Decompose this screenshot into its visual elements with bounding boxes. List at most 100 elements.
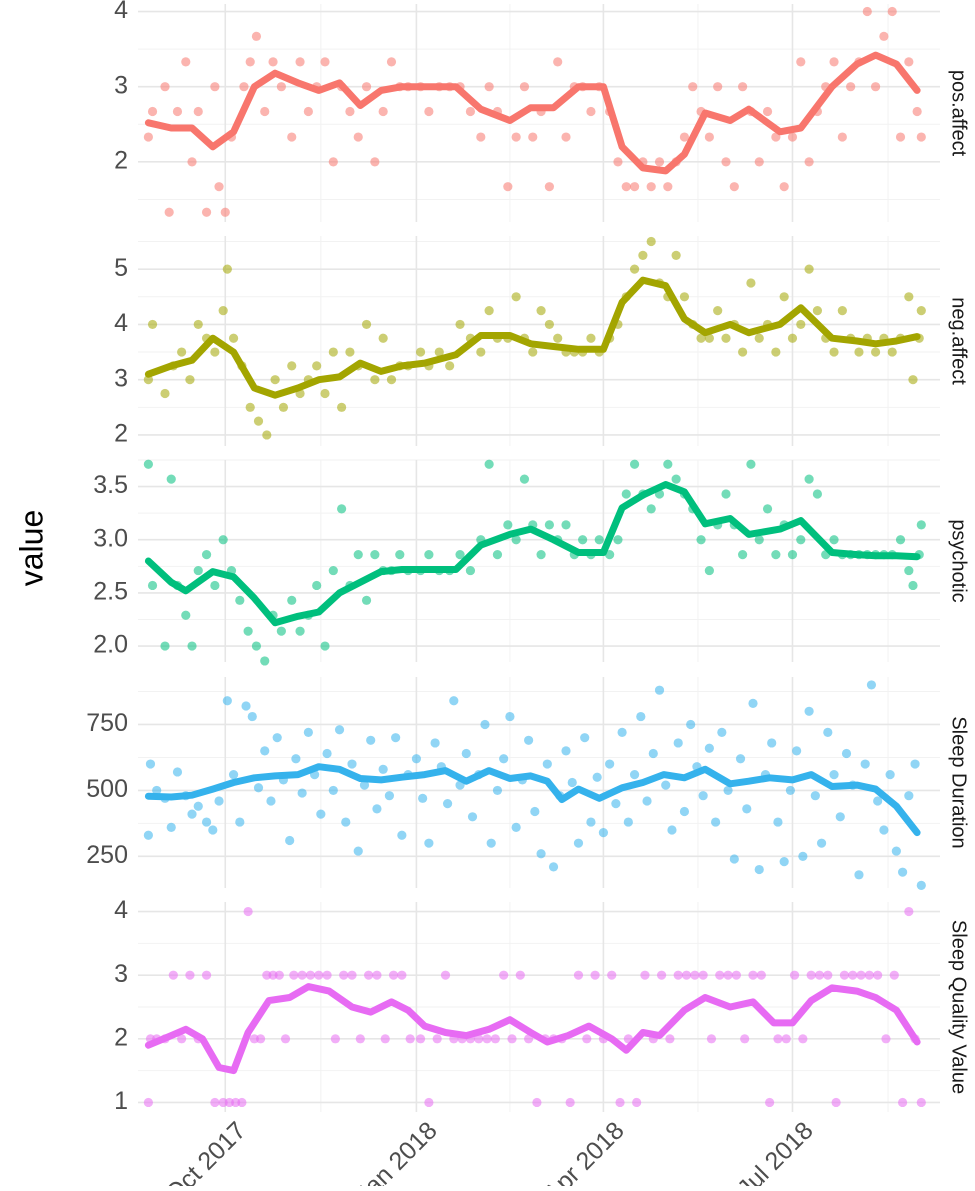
data-point [904, 791, 914, 801]
data-point [160, 641, 170, 651]
data-point [484, 306, 494, 316]
data-point [542, 759, 552, 769]
data-point [723, 785, 733, 796]
data-point [773, 817, 783, 827]
data-point [476, 347, 486, 357]
smooth-trend-line [144, 51, 921, 175]
smooth-trend-line [144, 276, 921, 399]
data-point [143, 375, 153, 385]
data-point [885, 769, 895, 780]
data-point [181, 610, 191, 620]
data-point [511, 822, 521, 832]
data-point [704, 132, 714, 142]
data-point [860, 759, 870, 769]
facet-strip-label: psychotic [948, 519, 970, 602]
data-point [228, 333, 239, 343]
data-point [779, 857, 789, 867]
data-point [484, 82, 494, 92]
data-point [771, 347, 781, 357]
data-point [193, 319, 203, 330]
data-point [222, 264, 232, 274]
data-point [434, 347, 444, 357]
data-point [870, 347, 881, 357]
data-point [613, 535, 623, 545]
data-point [239, 82, 249, 92]
data-point [889, 970, 899, 980]
data-point [898, 867, 908, 877]
data-point [779, 292, 789, 302]
x-tick-label: Oct 2017 [160, 1116, 252, 1186]
data-point [735, 754, 746, 764]
data-point [636, 711, 646, 722]
data-point [347, 759, 357, 769]
data-point [648, 748, 658, 759]
y-tick-label: 250 [86, 841, 128, 869]
data-point [524, 735, 534, 745]
data-point [536, 849, 546, 859]
y-tick-label: 4 [114, 0, 128, 24]
data-point [467, 812, 478, 822]
data-point [247, 711, 257, 722]
y-tick-label: 2 [114, 420, 128, 448]
facet-panels: 2 3 4 pos.affect 2 3 4 5 neg.affect 2.0 2.5 3.0 3.5 p… [86, 0, 969, 1115]
data-point [187, 809, 197, 819]
data-point [260, 656, 270, 666]
data-point [787, 333, 798, 343]
data-point [143, 132, 153, 142]
data-point [632, 1097, 642, 1108]
data-point [255, 1034, 266, 1044]
data-point [916, 880, 926, 890]
data-point [916, 132, 926, 142]
data-point [810, 791, 820, 801]
data-point [353, 846, 363, 856]
data-point [548, 862, 559, 872]
data-point [201, 550, 212, 560]
data-point [424, 838, 434, 848]
data-point [237, 1097, 247, 1108]
data-point [640, 970, 650, 980]
data-point [251, 641, 262, 651]
data-point [870, 82, 881, 92]
data-point [561, 132, 571, 142]
data-point [143, 1097, 153, 1108]
data-point [285, 835, 295, 846]
data-point [166, 474, 176, 484]
data-point [661, 780, 671, 790]
data-point [690, 970, 700, 980]
data-point [663, 182, 673, 192]
data-point [762, 504, 773, 514]
data-point [372, 804, 382, 814]
data-point [580, 733, 590, 743]
data-point [605, 759, 615, 769]
data-point [388, 970, 399, 980]
data-point [391, 733, 401, 743]
data-point [804, 706, 814, 716]
data-point [295, 57, 305, 67]
data-point [671, 474, 681, 484]
y-tick-label: 4 [114, 309, 128, 337]
data-point [621, 182, 631, 192]
data-point [638, 250, 648, 260]
data-point [731, 970, 741, 980]
data-point [916, 1097, 926, 1108]
data-point [721, 157, 731, 167]
data-point [704, 333, 714, 343]
y-axis-title: value [13, 510, 49, 587]
data-point [835, 812, 845, 822]
facet-strip-label: neg.affect [948, 297, 970, 385]
y-tick-label: 3 [114, 364, 128, 392]
data-point [839, 970, 850, 980]
data-point [754, 535, 764, 545]
data-point [528, 132, 538, 142]
data-point [598, 828, 609, 838]
data-point [193, 106, 203, 117]
data-point [862, 6, 872, 17]
data-point [243, 626, 253, 636]
data-point [729, 854, 739, 864]
data-point [623, 817, 633, 827]
data-point [904, 292, 914, 302]
data-point [515, 970, 525, 980]
data-point [854, 347, 864, 357]
data-point [334, 725, 345, 735]
data-point [287, 132, 297, 142]
